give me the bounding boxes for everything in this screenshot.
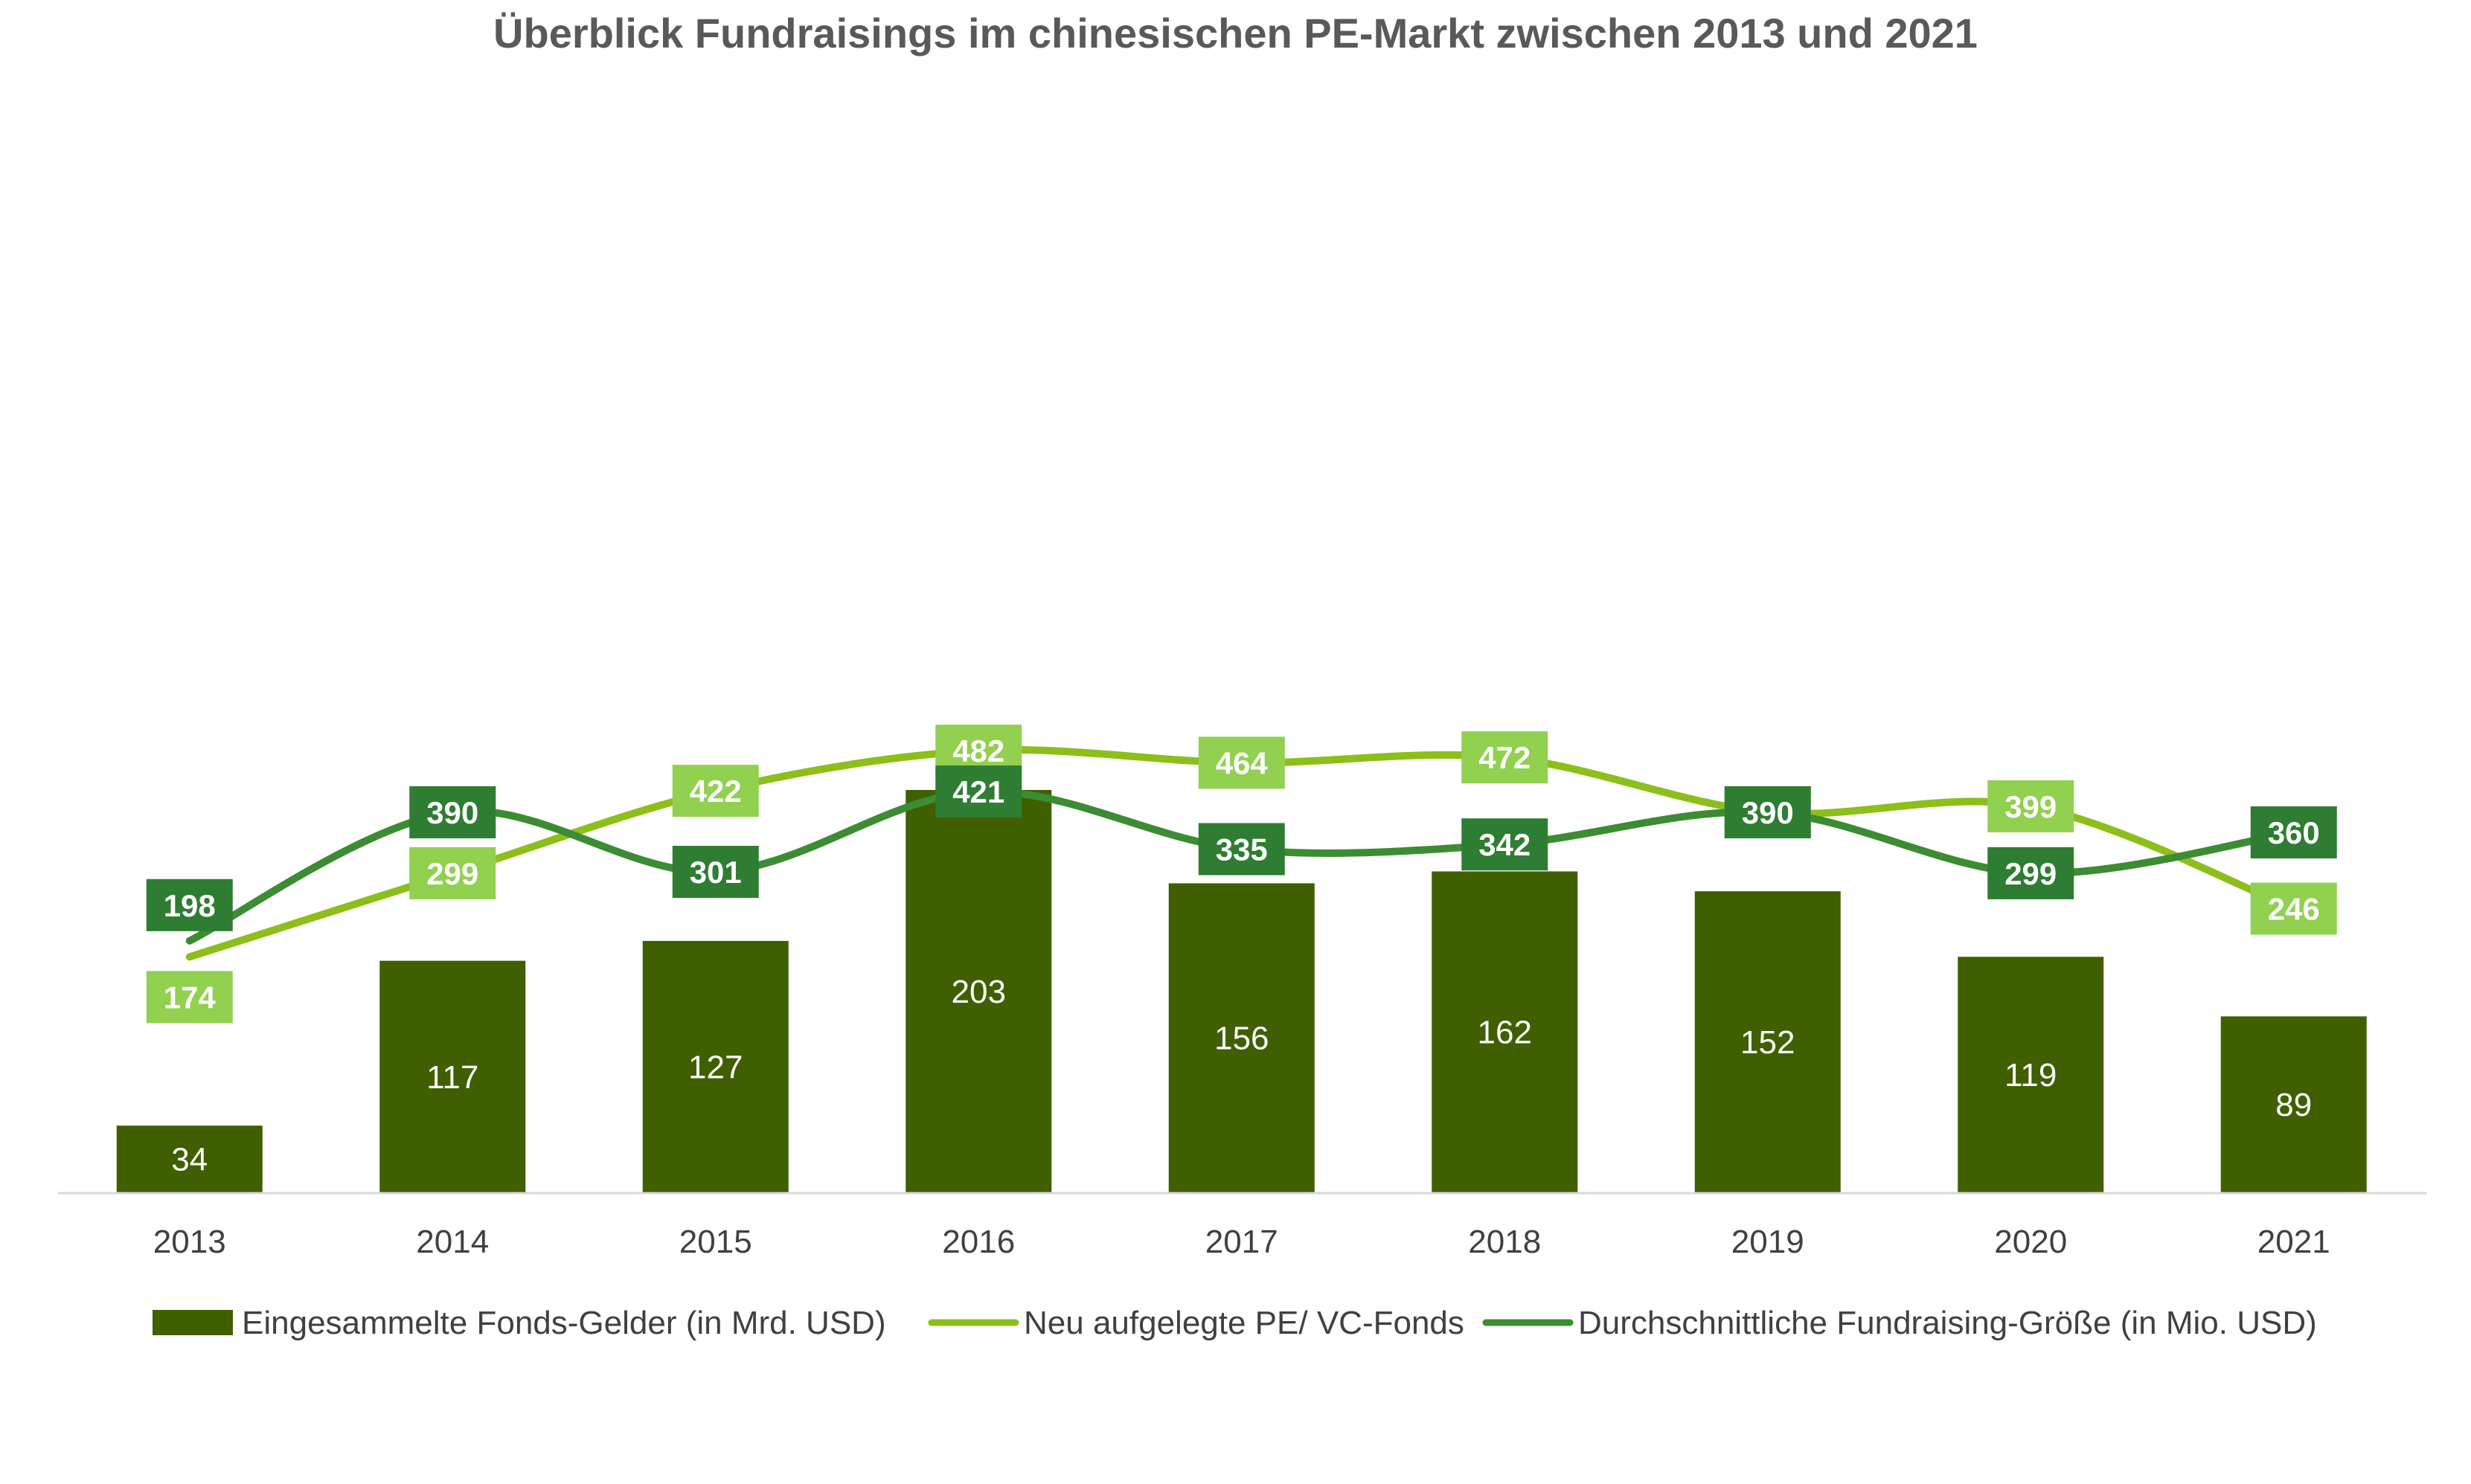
label-dark-2016: 421 — [952, 774, 1004, 809]
bar-label-2013: 34 — [171, 1142, 208, 1178]
label-light-2018-box — [1461, 731, 1548, 784]
x-tick-2014: 2014 — [416, 1224, 489, 1260]
x-tick-2021: 2021 — [2257, 1224, 2330, 1260]
label-light-2021-box — [2250, 882, 2337, 935]
label-dark-2020: 299 — [2004, 856, 2057, 891]
label-dark-2017: 335 — [1216, 832, 1268, 867]
label-dark-2017-box — [1198, 823, 1285, 876]
label-light-2017: 464 — [1216, 745, 1269, 780]
bar-2018 — [1432, 871, 1578, 1193]
label-light-2017-box — [1198, 736, 1285, 789]
label-dark-2018: 342 — [1478, 827, 1531, 862]
bar-2015 — [642, 940, 789, 1193]
legend-label-light: Neu aufgelegte PE/ VC-Fonds — [1024, 1305, 1464, 1341]
bar-2014 — [379, 960, 526, 1193]
label-light-2015: 422 — [690, 774, 742, 809]
bar-label-2021: 89 — [2275, 1087, 2312, 1123]
label-dark-2019-box — [1724, 786, 1811, 838]
label-light-2014-box — [409, 847, 496, 899]
label-dark-2014: 390 — [426, 795, 478, 830]
label-light-2018: 472 — [1478, 740, 1531, 775]
bar-2019 — [1694, 891, 1841, 1193]
x-tick-2017: 2017 — [1205, 1224, 1278, 1260]
bar-label-2015: 127 — [688, 1049, 743, 1085]
legend-label-dark: Durchschnittliche Fundraising-Größe (in … — [1578, 1305, 2317, 1341]
bar-label-2017: 156 — [1214, 1021, 1269, 1057]
chart-title: Überblick Fundraisings im chinesischen P… — [493, 10, 1978, 57]
label-dark-2013: 198 — [164, 888, 216, 923]
bar-2017 — [1168, 883, 1315, 1193]
x-tick-2016: 2016 — [942, 1224, 1015, 1260]
label-light-2020: 399 — [2004, 789, 2057, 824]
x-tick-2015: 2015 — [679, 1224, 752, 1260]
label-dark-2015: 301 — [690, 855, 742, 890]
x-tick-2019: 2019 — [1731, 1224, 1804, 1260]
label-dark-2021-box — [2250, 806, 2337, 858]
label-light-2020-box — [1987, 780, 2074, 832]
label-dark-2014-box — [409, 786, 496, 838]
bar-label-2020: 119 — [2004, 1057, 2057, 1093]
bar-2013 — [116, 1125, 263, 1193]
x-tick-2018: 2018 — [1468, 1224, 1541, 1260]
bar-2021 — [2220, 1016, 2367, 1193]
bar-2016 — [906, 789, 1052, 1193]
point-labels-layer: 174 299 422 482 464 472 390 399 246 198 390 301 421 3… — [146, 725, 2337, 1024]
bar-label-2014: 117 — [426, 1059, 478, 1096]
x-tick-2013: 2013 — [153, 1224, 226, 1260]
label-dark-2016-box — [935, 765, 1022, 818]
label-light-2014: 299 — [426, 856, 478, 891]
label-light-2015-box — [672, 765, 759, 818]
label-light-2016: 482 — [952, 733, 1004, 768]
label-light-2013-box — [146, 971, 233, 1024]
label-dark-2013-box — [146, 878, 233, 931]
legend-swatch-bars — [153, 1310, 233, 1335]
label-light-2021: 246 — [2268, 892, 2320, 927]
legend: Eingesammelte Fonds-Gelder (in Mrd. USD)… — [153, 1305, 2317, 1341]
label-dark-2021: 360 — [2268, 815, 2320, 850]
x-tick-2020: 2020 — [1994, 1224, 2067, 1260]
label-dark-2020-box — [1987, 847, 2074, 899]
x-axis-ticks: 2013 2014 2015 2016 2017 2018 2019 2020 2021 — [153, 1224, 2330, 1260]
label-light-2013: 174 — [164, 980, 217, 1015]
bars-layer: 34 117 127 203 156 162 152 119 89 — [116, 789, 2367, 1193]
legend-label-bars: Eingesammelte Fonds-Gelder (in Mrd. USD) — [242, 1305, 886, 1341]
label-dark-2015-box — [672, 846, 759, 899]
bar-label-2019: 152 — [1740, 1024, 1795, 1061]
bar-label-2016: 203 — [952, 974, 1006, 1010]
label-dark-2019: 390 — [1742, 795, 1794, 830]
bar-2020 — [1958, 957, 2104, 1193]
bar-label-2018: 162 — [1478, 1015, 1532, 1051]
label-dark-2018-box — [1461, 818, 1548, 871]
